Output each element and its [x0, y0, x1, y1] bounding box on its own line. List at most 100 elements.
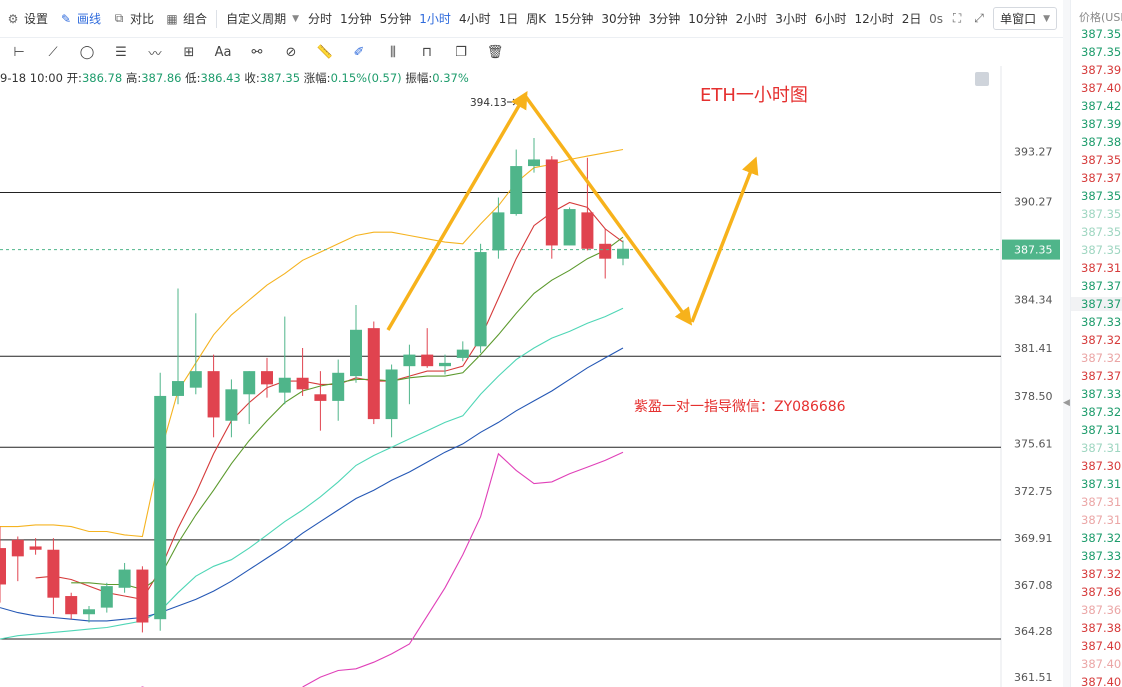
parallel-lines-tool-icon[interactable]: ☰ — [115, 44, 127, 60]
price-row: 387.40 — [1081, 675, 1122, 687]
period-tab[interactable]: 15分钟 — [554, 12, 594, 26]
candle-body — [350, 329, 362, 377]
copy-tool-icon[interactable]: ❐ — [455, 44, 467, 60]
ellipse-tool-icon[interactable]: ◯ — [79, 44, 95, 60]
candle-body — [83, 609, 95, 615]
price-row: 387.31 — [1081, 261, 1122, 275]
candle-body — [47, 549, 60, 598]
period-tab[interactable]: 2小时 — [735, 12, 768, 26]
price-row: 387.33 — [1081, 549, 1122, 563]
price-row: 387.37 — [1071, 297, 1122, 311]
text-tool-icon[interactable]: Aa — [214, 44, 232, 60]
price-row: 387.33 — [1081, 315, 1122, 329]
change-label: 涨幅: — [303, 71, 331, 85]
candle-body — [332, 372, 345, 401]
period-tab[interactable]: 3分钟 — [648, 12, 681, 26]
expand-icon[interactable]: ⛶ — [952, 11, 962, 25]
price-row: 387.37 — [1081, 369, 1122, 383]
lock-tool-icon[interactable]: ⊓ — [421, 44, 433, 60]
price-row: 387.40 — [1081, 639, 1122, 653]
draw-button[interactable]: ✎ 画线 — [53, 10, 106, 27]
contact-annotation: 紫盈一对一指导微信：ZY086686 — [634, 399, 846, 415]
trendline-tool-icon[interactable]: ⟋ — [48, 44, 58, 60]
candle-body — [492, 212, 505, 251]
period-tab[interactable]: 4小时 — [458, 12, 491, 26]
price-row: 387.32 — [1081, 351, 1122, 365]
price-row: 387.32 — [1081, 333, 1122, 347]
candle-body — [314, 394, 327, 401]
price-row: 387.35 — [1081, 243, 1122, 257]
panel-splitter[interactable] — [1063, 0, 1070, 687]
trash-icon[interactable]: 🗑 — [486, 44, 504, 60]
pencil-icon: ✎ — [60, 11, 72, 26]
collapse-arrow-icon[interactable]: ◀ — [1063, 398, 1070, 408]
open-label: 开: — [66, 71, 82, 85]
candle-body — [617, 248, 629, 259]
price-row: 387.36 — [1081, 585, 1122, 599]
caret-down-icon: ▼ — [1043, 13, 1050, 24]
period-tab[interactable]: 1小时 — [419, 12, 451, 26]
period-tab[interactable]: 周K — [526, 12, 547, 26]
magnet-tool-icon[interactable]: ⊘ — [285, 44, 297, 60]
period-tabs: 分时 1分钟 5分钟 1小时 4小时 1日 周K 15分钟 30分钟 3分钟 10分钟 2小时 3小时 6… — [304, 10, 925, 27]
price-row: 387.31 — [1081, 441, 1122, 455]
chart-settings-icon[interactable] — [975, 72, 989, 86]
trade-price-column: 价格(USDT) 387.35 387.35 387.39 387.40 387.42 3… — [1070, 0, 1122, 687]
price-row: 387.40 — [1081, 81, 1122, 95]
candle-body — [225, 389, 238, 421]
up-arrow-annotation — [386, 90, 528, 331]
window-mode-select[interactable]: 单窗口 ▼ — [993, 7, 1057, 30]
price-row: 387.38 — [1081, 621, 1122, 635]
period-tab[interactable]: 10分钟 — [688, 12, 728, 26]
y-tick-label: 369.91 — [1014, 532, 1053, 545]
candle-body — [100, 586, 113, 608]
period-tab[interactable]: 30分钟 — [601, 12, 641, 26]
countdown: 0s — [929, 11, 944, 26]
draw-label: 画线 — [77, 12, 102, 26]
grid-icon: ▦ — [166, 11, 178, 26]
fullscreen-icon[interactable]: ⤢ — [974, 11, 984, 25]
period-tab[interactable]: 分时 — [308, 12, 333, 26]
y-tick-label: 375.61 — [1014, 438, 1053, 451]
period-tab[interactable]: 1分钟 — [340, 12, 372, 26]
y-tick-label: 381.41 — [1014, 342, 1053, 355]
combo-button[interactable]: ▦ 组合 — [159, 10, 212, 27]
compare-button[interactable]: ⧉ 对比 — [106, 10, 159, 27]
period-tab[interactable]: 12小时 — [854, 12, 894, 26]
candle-body — [11, 539, 24, 557]
peak-price-label: 394.13 — [470, 97, 507, 109]
compare-icon: ⧉ — [114, 11, 124, 25]
period-tab[interactable]: 1日 — [498, 12, 519, 26]
ohlc-info: 9-18 10:00 开:386.78 高:387.86 低:386.43 收:… — [0, 70, 469, 86]
period-tab[interactable]: 6小时 — [814, 12, 847, 26]
rebound-arrow-annotation — [690, 156, 759, 323]
period-tab[interactable]: 5分钟 — [379, 12, 412, 26]
price-row: 387.37 — [1081, 171, 1122, 185]
price-row: 387.30 — [1081, 459, 1122, 473]
y-tick-label: 364.28 — [1014, 625, 1053, 638]
measure-tool-icon[interactable]: ⊞ — [183, 44, 195, 60]
custom-period-dropdown[interactable]: 自定义周期 ▼ — [221, 10, 304, 27]
wave-tool-icon[interactable]: 〰 — [148, 46, 162, 62]
amplitude-label: 振幅: — [405, 71, 433, 85]
candle-body — [0, 548, 6, 585]
toolbar-right: 0s ⛶ ⤢ 单窗口 ▼ — [929, 7, 1063, 30]
ray-tool-icon[interactable]: ⊢ — [13, 44, 25, 60]
candlestick-chart[interactable]: 393.27 390.27 384.34 381.41 378.50 375.61 372.… — [0, 0, 1063, 687]
pattern-tool-icon[interactable]: ⚯ — [251, 44, 263, 60]
bars-pattern-tool-icon[interactable]: ⫼ — [390, 44, 396, 60]
candle-body — [563, 209, 576, 246]
price-row: 387.31 — [1081, 423, 1122, 437]
settings-button[interactable]: ⚙ 设置 — [0, 10, 53, 27]
gear-icon: ⚙ — [7, 11, 19, 26]
period-tab[interactable]: 3小时 — [775, 12, 807, 26]
period-tab[interactable]: 2日 — [901, 12, 922, 26]
brush-tool-icon[interactable]: ✐ — [353, 44, 365, 60]
price-row: 387.36 — [1081, 603, 1122, 617]
caret-down-icon: ▼ — [292, 13, 299, 24]
candle-body — [136, 569, 149, 623]
ruler-tool-icon[interactable]: 📏 — [316, 44, 334, 60]
price-row: 387.40 — [1081, 657, 1122, 671]
low-label: 低: — [185, 71, 201, 85]
